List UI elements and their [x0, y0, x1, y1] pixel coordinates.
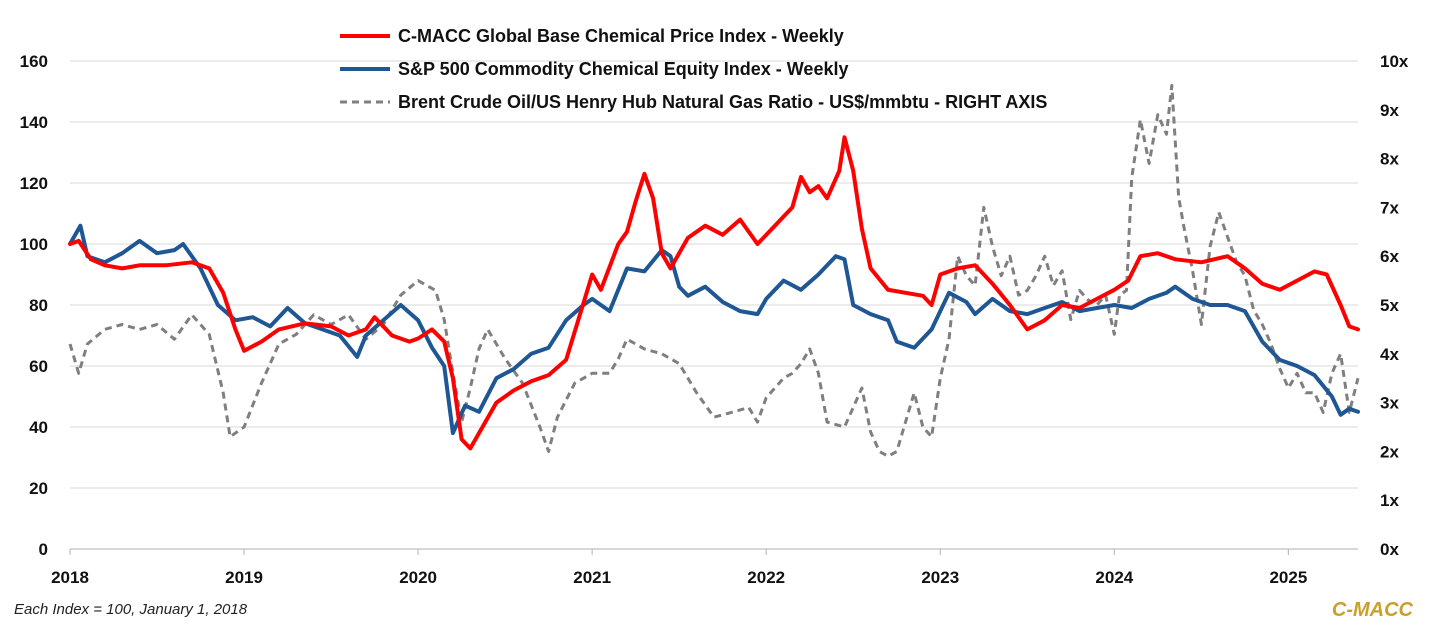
legend-label-3: Brent Crude Oil/US Henry Hub Natural Gas… — [398, 92, 1047, 112]
series-line-1 — [68, 135, 1360, 451]
legend-label-2: S&P 500 Commodity Chemical Equity Index … — [398, 59, 848, 79]
y-left-tick-label: 40 — [29, 418, 48, 437]
x-tick-label: 2019 — [225, 568, 263, 587]
series-line-2 — [68, 223, 1360, 436]
y-left-tick-label: 0 — [39, 540, 48, 559]
y-left-tick-label: 160 — [20, 52, 48, 71]
y-right-tick-label: 7x — [1380, 198, 1399, 217]
y-right-tick-label: 10x — [1380, 52, 1409, 71]
y-right-tick-label: 8x — [1380, 150, 1399, 169]
legend: C-MACC Global Base Chemical Price Index … — [340, 26, 1047, 112]
axes: 0 20 40 60 80 100 120 140 160 0x 1x 2x 3x 4x 5x 6x 7x 8x 9… — [20, 52, 1409, 587]
x-tick-label: 2025 — [1269, 568, 1307, 587]
y-right-tick-label: 3x — [1380, 394, 1399, 413]
y-left-tick-label: 120 — [20, 174, 48, 193]
y-right-tick-label: 6x — [1380, 247, 1399, 266]
footnote: Each Index = 100, January 1, 2018 — [14, 601, 248, 618]
y-right-tick-label: 5x — [1380, 296, 1399, 315]
y-right-tick-label: 2x — [1380, 442, 1399, 461]
series-line-3 — [68, 83, 1360, 458]
y-right-tick-label: 9x — [1380, 101, 1399, 120]
legend-label-1: C-MACC Global Base Chemical Price Index … — [398, 26, 844, 46]
y-left-tick-label: 60 — [29, 357, 48, 376]
series-layer — [68, 83, 1360, 458]
x-tick-label: 2021 — [573, 568, 611, 587]
x-tick-label: 2020 — [399, 568, 437, 587]
grid-lines — [70, 60, 1358, 489]
y-left-tick-label: 20 — [29, 479, 48, 498]
brand-logo: C-MACC — [1331, 599, 1413, 621]
y-right-tick-label: 0x — [1380, 540, 1399, 559]
x-tick-label: 2022 — [747, 568, 785, 587]
y-left-tick-label: 140 — [20, 113, 48, 132]
x-tick-label: 2024 — [1095, 568, 1133, 587]
y-left-tick-label: 80 — [29, 296, 48, 315]
x-tick-label: 2023 — [921, 568, 959, 587]
y-right-tick-label: 1x — [1380, 491, 1399, 510]
y-right-tick-label: 4x — [1380, 345, 1399, 364]
x-tick-label: 2018 — [51, 568, 89, 587]
y-left-tick-label: 100 — [20, 235, 48, 254]
